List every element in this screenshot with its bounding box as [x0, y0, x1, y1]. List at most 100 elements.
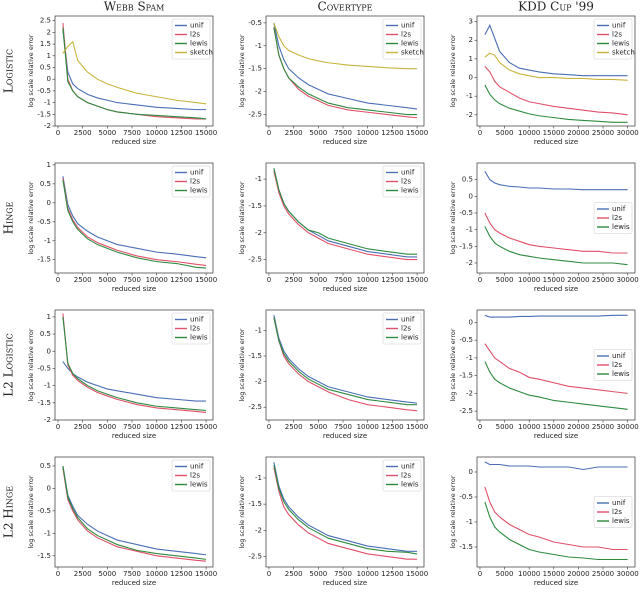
y-tick-label: -0.5	[37, 507, 51, 515]
y-tick-label: -2	[44, 416, 51, 424]
row-title: Logistic	[2, 49, 16, 93]
x-tick-label: 0	[478, 129, 482, 137]
x-tick-label: 25000	[592, 570, 614, 578]
legend-label: sketch	[401, 49, 424, 57]
plot-frame	[54, 162, 214, 274]
x-tick-label: 5000	[496, 570, 514, 578]
series-line	[484, 52, 628, 81]
y-tick-label: 0	[47, 199, 51, 207]
x-axis-label: reduced size	[323, 432, 367, 440]
x-tick-label: 7500	[123, 570, 141, 578]
series-line	[62, 468, 207, 562]
x-tick-label: 20000	[567, 276, 589, 284]
x-axis-label: reduced size	[112, 138, 156, 146]
x-axis-label: reduced size	[534, 432, 578, 440]
x-tick-label: 7500	[334, 423, 352, 431]
y-tick-label: -0.5	[37, 87, 51, 95]
y-tick-label: -1.5	[459, 242, 473, 250]
y-tick-label: -0.5	[248, 19, 262, 27]
y-tick-label: 0	[47, 75, 51, 83]
y-tick-label: -1	[466, 354, 473, 362]
x-axis-label: reduced size	[112, 579, 156, 587]
x-tick-label: 7500	[123, 276, 141, 284]
x-tick-label: 5000	[496, 423, 514, 431]
series-line	[484, 314, 628, 318]
x-tick-label: 15000	[195, 129, 217, 137]
series-line	[484, 84, 628, 123]
legend-label: l2s	[612, 508, 622, 516]
x-tick-label: 12500	[381, 570, 403, 578]
series-line	[273, 317, 418, 412]
x-tick-label: 12500	[170, 129, 192, 137]
x-tick-label: 15000	[195, 423, 217, 431]
series-line	[273, 168, 418, 255]
y-tick-label: -1	[255, 175, 262, 183]
x-tick-label: 12500	[381, 423, 403, 431]
x-tick-label: 10000	[357, 276, 379, 284]
y-axis-label: log scale relative error	[449, 181, 457, 254]
y-tick-label: -1	[255, 326, 262, 334]
x-axis-label: reduced size	[112, 285, 156, 293]
series-line	[273, 22, 418, 110]
series-line	[484, 212, 628, 254]
y-tick-label: 1	[469, 55, 473, 63]
y-tick-label: -1.5	[459, 543, 473, 551]
plot-frame	[476, 15, 636, 127]
y-tick-label: -2.5	[248, 256, 262, 264]
subplot: -1.5 -1 -0.5 0 0.5 0 2500 5000 7500 10000 12500 150…	[27, 456, 217, 587]
y-tick-label: -1.5	[37, 110, 51, 118]
series-line	[273, 170, 418, 261]
y-axis-label: log scale relative error	[238, 34, 246, 107]
y-tick-label: -1	[466, 92, 473, 100]
y-axis-label: log scale relative error	[27, 328, 35, 401]
y-tick-label: -1	[255, 474, 262, 482]
x-tick-label: 10000	[146, 423, 168, 431]
subplot: -2 -1.5 -1 -0.5 0 0.5 0 5000 10000 15000 20000 2500…	[449, 162, 639, 293]
x-tick-label: 20000	[567, 129, 589, 137]
y-tick-label: -1	[466, 226, 473, 234]
legend-label: l2s	[401, 325, 411, 333]
y-tick-label: 3	[469, 18, 473, 26]
x-tick-label: 2500	[74, 129, 92, 137]
y-tick-label: 2.5	[40, 17, 51, 25]
legend-label: unif	[190, 169, 204, 177]
legend-label: l2s	[612, 31, 622, 39]
subplot: -2 -1.5 -1 -0.5 0 0.5 1 0 2500 5000 7500 10000 12500…	[27, 309, 217, 440]
legend-label: l2s	[190, 178, 200, 186]
y-tick-label: 0.5	[40, 180, 51, 188]
x-axis-label: reduced size	[112, 432, 156, 440]
x-tick-label: 25000	[592, 129, 614, 137]
legend-label: l2s	[401, 472, 411, 480]
x-tick-label: 10000	[518, 276, 540, 284]
legend-label: sketch	[612, 49, 635, 57]
y-tick-label: -2.5	[248, 403, 262, 411]
subplot: -2 -1.5 -1 -0.5 0 0.5 1 1.5 2 2.5 0 2500 5000 7500 100…	[27, 15, 217, 146]
row-title: L2 Hinge	[2, 486, 16, 538]
row-title: Hinge	[2, 201, 16, 234]
x-tick-label: 15000	[406, 570, 428, 578]
y-tick-label: -1	[44, 99, 51, 107]
x-axis-label: reduced size	[323, 285, 367, 293]
x-tick-label: 10000	[146, 129, 168, 137]
legend-box	[593, 349, 633, 381]
subplot: -2.5 -2 -1.5 -1 -0.5 0 0 5000 10000 15000 20000 250…	[449, 309, 639, 440]
legend-label: lewis	[612, 517, 630, 525]
legend-label: lewis	[612, 40, 630, 48]
x-tick-label: 5000	[98, 570, 116, 578]
y-tick-label: -1.5	[248, 65, 262, 73]
x-tick-label: 15000	[543, 129, 565, 137]
subplot: -1.5 -1 -0.5 0 0.5 1 0 2500 5000 7500 10000 12500 15…	[27, 161, 217, 293]
x-tick-label: 0	[267, 423, 271, 431]
series-line	[273, 467, 418, 560]
x-tick-label: 7500	[334, 129, 352, 137]
x-tick-label: 7500	[334, 276, 352, 284]
y-tick-label: -0.5	[459, 493, 473, 501]
legend-label: unif	[401, 169, 415, 177]
y-tick-label: 0	[47, 347, 51, 355]
x-tick-label: 0	[267, 276, 271, 284]
x-tick-label: 12500	[170, 423, 192, 431]
plot-frame	[265, 456, 425, 568]
